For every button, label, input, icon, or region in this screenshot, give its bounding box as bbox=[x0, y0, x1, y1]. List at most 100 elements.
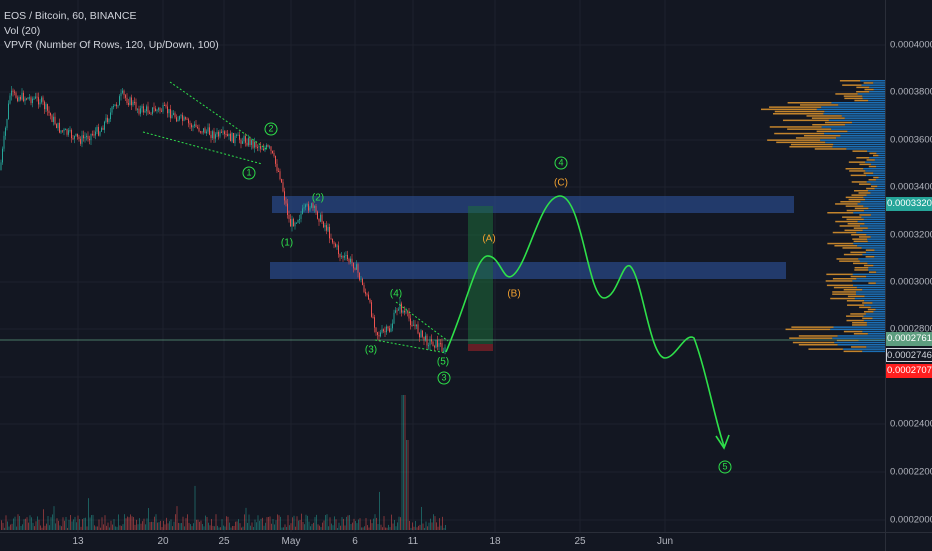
wave-label-paren-3[interactable]: (3) bbox=[364, 344, 378, 356]
candle-body bbox=[15, 92, 17, 98]
volume-bar bbox=[215, 514, 217, 530]
wave-label-4[interactable]: 4 bbox=[554, 156, 568, 170]
candle-body bbox=[339, 254, 341, 257]
volume-bar bbox=[262, 517, 263, 530]
volume-bar bbox=[358, 519, 359, 530]
vpvr-bar-down bbox=[863, 172, 874, 174]
volume-bar bbox=[386, 527, 388, 530]
volume-bar bbox=[286, 526, 287, 530]
candle-body bbox=[29, 97, 30, 99]
candle-body bbox=[12, 90, 14, 92]
volume-bar bbox=[31, 517, 32, 530]
candle-body bbox=[221, 131, 222, 133]
volume-bar bbox=[334, 516, 335, 530]
candle-body bbox=[126, 97, 128, 104]
candle-body bbox=[282, 182, 284, 192]
candle-body bbox=[111, 106, 113, 113]
candle-body bbox=[284, 191, 285, 201]
candle-body bbox=[230, 133, 231, 142]
candle-body bbox=[81, 135, 83, 144]
position-stop-box[interactable] bbox=[468, 344, 493, 351]
candle-body bbox=[264, 147, 266, 151]
volume-bar bbox=[38, 519, 40, 530]
time-axis[interactable]: 13 20 25 May 6 11 18 25 Jun bbox=[0, 532, 885, 551]
volume-bar bbox=[301, 513, 302, 530]
vpvr-bar-down bbox=[842, 247, 862, 249]
candle-body bbox=[194, 124, 195, 126]
volume-bar bbox=[389, 527, 391, 530]
vpvr-bar-down bbox=[873, 154, 879, 157]
volume-bar bbox=[64, 520, 65, 530]
vpvr-bar-up bbox=[852, 280, 885, 282]
volume-bar bbox=[227, 516, 229, 530]
volume-bar bbox=[176, 506, 178, 530]
vpvr-bar-down bbox=[844, 229, 863, 232]
vpvr-indicator-title[interactable]: VPVR (Number Of Rows, 120, Up/Down, 100) bbox=[4, 39, 219, 51]
vpvr-bar-down bbox=[851, 234, 867, 236]
vpvr-bar-up bbox=[877, 185, 885, 188]
time-label: 25 bbox=[574, 536, 586, 547]
wave-label-1[interactable]: 1 bbox=[242, 166, 256, 180]
volume-bar bbox=[266, 517, 268, 530]
wave-label-5[interactable]: 5 bbox=[718, 460, 732, 474]
candle-body bbox=[90, 133, 92, 141]
volume-bar bbox=[17, 514, 19, 530]
wedge-lower-line-2[interactable] bbox=[374, 339, 447, 354]
price-axis[interactable]: 0.0004000 0.0003800 0.0003600 0.0003400 … bbox=[885, 0, 932, 532]
candle-body bbox=[266, 145, 267, 148]
candle-body bbox=[389, 328, 390, 332]
wave-label-paren-1[interactable]: (1) bbox=[280, 237, 294, 249]
vpvr-bar-down bbox=[865, 256, 875, 258]
volume-bar bbox=[134, 524, 136, 530]
wedge-upper-line-2[interactable] bbox=[395, 301, 449, 342]
vpvr-bar-up bbox=[868, 207, 885, 210]
volume-bar bbox=[7, 521, 8, 530]
wave-label-A[interactable]: (A) bbox=[482, 233, 496, 245]
candle-body bbox=[423, 336, 425, 341]
vpvr-bar-down bbox=[785, 328, 831, 331]
candle-body bbox=[189, 123, 191, 125]
volume-indicator-title[interactable]: Vol (20) bbox=[4, 24, 41, 37]
candle-body bbox=[426, 335, 428, 346]
wave-label-3[interactable]: 3 bbox=[437, 371, 451, 385]
wave-label-2[interactable]: 2 bbox=[264, 122, 278, 136]
time-label: Jun bbox=[656, 536, 674, 547]
wave-label-paren-4[interactable]: (4) bbox=[389, 288, 403, 300]
wedge-lower-line-1[interactable] bbox=[142, 131, 263, 165]
chart-pane[interactable]: EOS / Bitcoin, 60, BINANCE Vol (20) VPVR… bbox=[0, 0, 885, 532]
candle-body bbox=[278, 170, 279, 172]
vpvr-bar-up bbox=[821, 126, 885, 128]
resistance-zone-lower[interactable] bbox=[270, 262, 786, 279]
volume-bar bbox=[287, 515, 289, 530]
volume-bar bbox=[25, 518, 26, 530]
candle-body bbox=[425, 335, 426, 341]
position-target-box[interactable] bbox=[468, 206, 493, 344]
price-chart[interactable] bbox=[0, 0, 885, 532]
volume-bar bbox=[307, 515, 308, 530]
candle-body bbox=[441, 343, 443, 352]
wave-label-paren-5[interactable]: (5) bbox=[436, 356, 450, 368]
candle-body bbox=[311, 203, 312, 208]
candle-body bbox=[431, 339, 432, 342]
vpvr-bar-down bbox=[825, 280, 853, 282]
volume-bar bbox=[350, 524, 352, 530]
volume-bar bbox=[89, 517, 91, 530]
candle-body bbox=[53, 116, 54, 122]
vpvr-bar-up bbox=[874, 187, 885, 190]
wave-label-B[interactable]: (B) bbox=[507, 288, 521, 300]
volume-bar bbox=[182, 516, 184, 530]
vpvr-bar-up bbox=[870, 236, 885, 238]
time-label: 13 bbox=[72, 536, 84, 547]
candle-body bbox=[305, 204, 306, 208]
volume-bar bbox=[79, 519, 80, 530]
volume-bar bbox=[431, 522, 433, 530]
volume-bar bbox=[73, 519, 74, 530]
projection-path[interactable] bbox=[445, 195, 725, 447]
vpvr-bar-up bbox=[862, 350, 885, 353]
symbol-title[interactable]: EOS / Bitcoin, 60, BINANCE bbox=[4, 10, 137, 22]
candle-body bbox=[62, 130, 63, 132]
wave-label-C[interactable]: (C) bbox=[554, 177, 568, 189]
wave-label-paren-2[interactable]: (2) bbox=[311, 192, 325, 204]
resistance-zone-upper[interactable] bbox=[272, 196, 794, 213]
candle-body bbox=[41, 97, 42, 103]
